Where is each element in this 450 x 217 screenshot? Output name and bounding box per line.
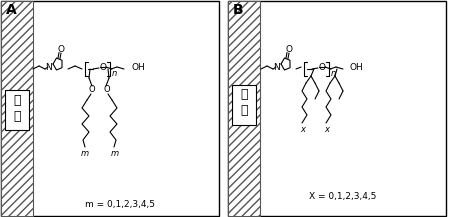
Text: 尼: 尼	[240, 89, 248, 102]
FancyBboxPatch shape	[232, 85, 256, 125]
Text: OH: OH	[350, 64, 364, 72]
Bar	[228, 1, 260, 216]
Text: O: O	[58, 45, 64, 54]
Text: 龙: 龙	[240, 105, 248, 117]
Text: B: B	[233, 3, 243, 17]
Text: X = 0,1,2,3,4,5: X = 0,1,2,3,4,5	[309, 192, 377, 202]
Text: O: O	[285, 45, 292, 54]
Text: O: O	[104, 85, 110, 94]
Text: N: N	[45, 62, 51, 71]
Text: O: O	[99, 62, 107, 71]
Text: 龙: 龙	[13, 110, 21, 123]
Bar	[228, 1, 446, 216]
Text: OH: OH	[131, 64, 145, 72]
Text: x: x	[301, 125, 306, 133]
Bar	[1, 1, 219, 216]
Text: x: x	[324, 125, 329, 133]
Text: A: A	[5, 3, 16, 17]
Text: O: O	[319, 62, 325, 71]
FancyBboxPatch shape	[5, 90, 29, 130]
Text: m = 0,1,2,3,4,5: m = 0,1,2,3,4,5	[85, 201, 155, 209]
Text: m: m	[81, 150, 89, 158]
Text: m: m	[111, 150, 119, 158]
Text: 尼: 尼	[13, 94, 21, 107]
Text: N: N	[273, 62, 279, 71]
Text: n: n	[330, 69, 336, 79]
Text: n: n	[112, 69, 117, 79]
Text: O: O	[89, 85, 95, 94]
Bar	[1, 1, 33, 216]
